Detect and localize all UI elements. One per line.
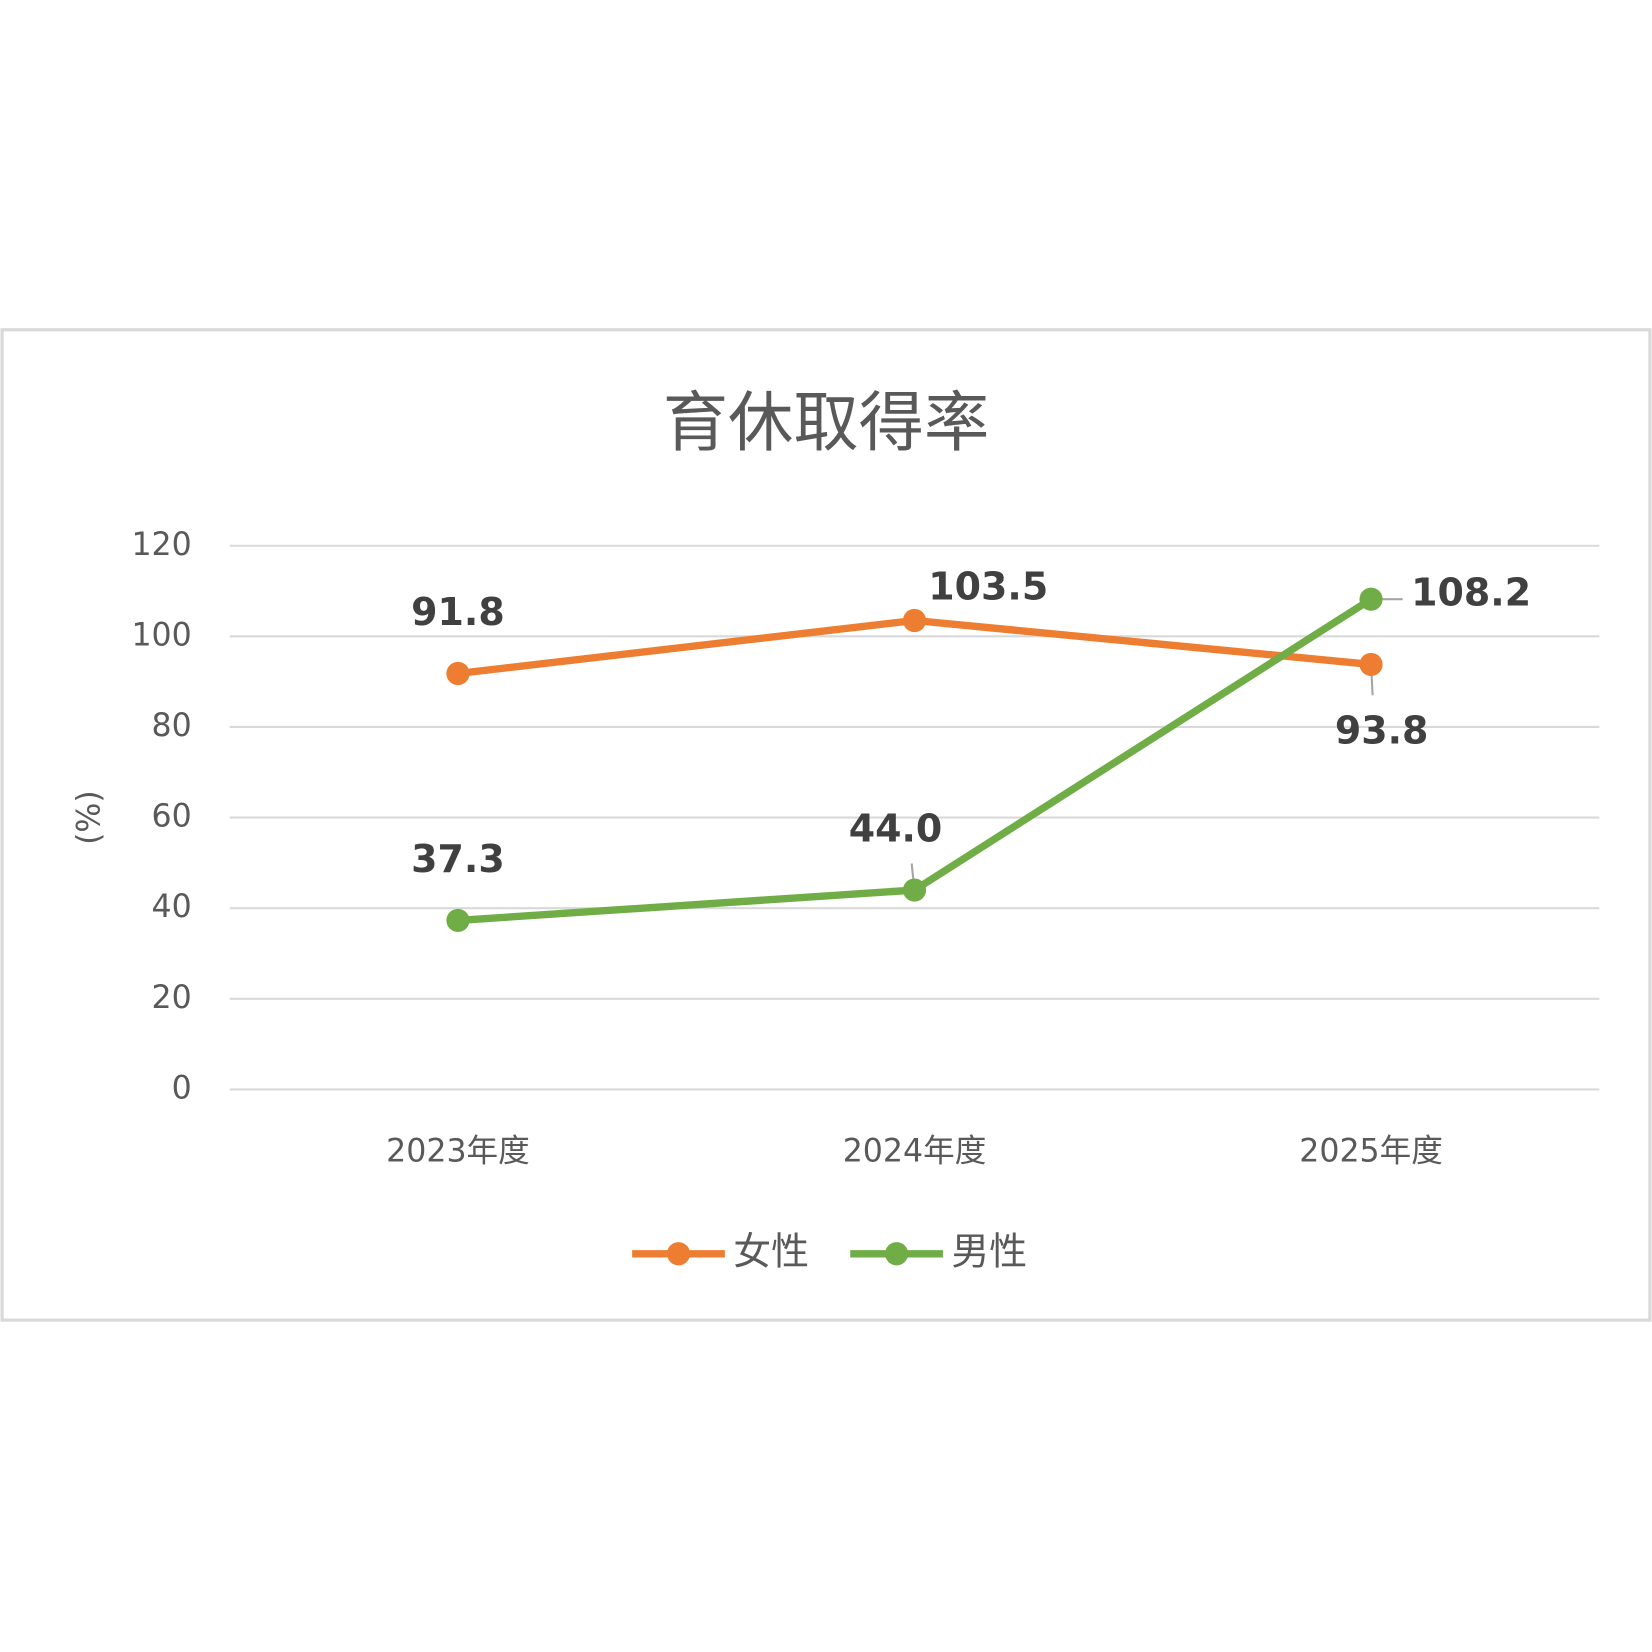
legend-label: 女性 bbox=[733, 1229, 809, 1273]
x-tick-label: 2025年度 bbox=[1299, 1134, 1443, 1170]
x-tick-label: 2024年度 bbox=[843, 1134, 987, 1170]
y-tick-label: 0 bbox=[172, 1070, 192, 1106]
data-label: 103.5 bbox=[928, 564, 1048, 608]
point bbox=[446, 908, 470, 932]
point bbox=[902, 878, 927, 902]
data-label: 93.8 bbox=[1335, 708, 1429, 752]
y-tick-label: 80 bbox=[152, 708, 192, 744]
point bbox=[1359, 587, 1383, 611]
point bbox=[446, 661, 470, 686]
data-label: 91.8 bbox=[411, 590, 505, 634]
legend-marker bbox=[885, 1242, 909, 1266]
chart-title: 育休取得率 bbox=[663, 385, 990, 461]
y-axis-label: (%) bbox=[72, 790, 108, 845]
data-label: 44.0 bbox=[849, 807, 943, 851]
legend-marker bbox=[666, 1242, 691, 1266]
y-tick-label: 120 bbox=[131, 527, 191, 563]
y-tick-label: 40 bbox=[152, 889, 192, 925]
point bbox=[1359, 652, 1383, 677]
data-label: 37.3 bbox=[411, 837, 505, 881]
y-tick-label: 100 bbox=[131, 617, 191, 653]
x-tick-label: 2023年度 bbox=[386, 1134, 530, 1170]
point bbox=[902, 608, 927, 633]
chart-frame bbox=[0, 328, 1652, 1322]
legend-label: 男性 bbox=[951, 1229, 1027, 1273]
data-label: 108.2 bbox=[1411, 570, 1531, 614]
y-tick-label: 60 bbox=[152, 799, 192, 835]
y-tick-label: 20 bbox=[152, 980, 192, 1016]
